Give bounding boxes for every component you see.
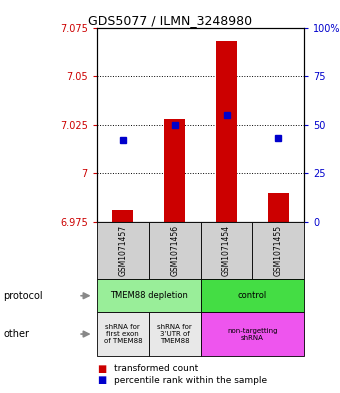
Text: percentile rank within the sample: percentile rank within the sample (114, 376, 267, 385)
Text: transformed count: transformed count (114, 364, 198, 373)
Bar (216, 41, 237, 222)
Bar (97, 279, 201, 312)
Bar (149, 222, 201, 279)
Text: other: other (3, 329, 29, 339)
Bar (97, 312, 149, 356)
Text: GSM1071456: GSM1071456 (170, 225, 179, 276)
Text: GSM1071455: GSM1071455 (274, 225, 283, 276)
Text: control: control (238, 291, 267, 300)
Bar (201, 312, 304, 356)
Text: GSM1071457: GSM1071457 (118, 225, 127, 276)
Text: ■: ■ (97, 375, 106, 386)
Bar (268, 193, 289, 222)
Bar (113, 210, 133, 222)
Text: protocol: protocol (3, 291, 43, 301)
Text: non-targetting
shRNA: non-targetting shRNA (227, 327, 278, 341)
Text: shRNA for
3’UTR of
TMEM88: shRNA for 3’UTR of TMEM88 (157, 324, 192, 344)
Bar (149, 312, 201, 356)
Text: TMEM88 depletion: TMEM88 depletion (110, 291, 188, 300)
Text: GSM1071454: GSM1071454 (222, 225, 231, 276)
Text: ■: ■ (97, 364, 106, 374)
Bar (201, 279, 304, 312)
Text: shRNA for
first exon
of TMEM88: shRNA for first exon of TMEM88 (103, 324, 142, 344)
Bar (164, 119, 185, 222)
Bar (201, 222, 253, 279)
Bar (252, 222, 304, 279)
Text: GDS5077 / ILMN_3248980: GDS5077 / ILMN_3248980 (88, 14, 252, 27)
Bar (97, 222, 149, 279)
